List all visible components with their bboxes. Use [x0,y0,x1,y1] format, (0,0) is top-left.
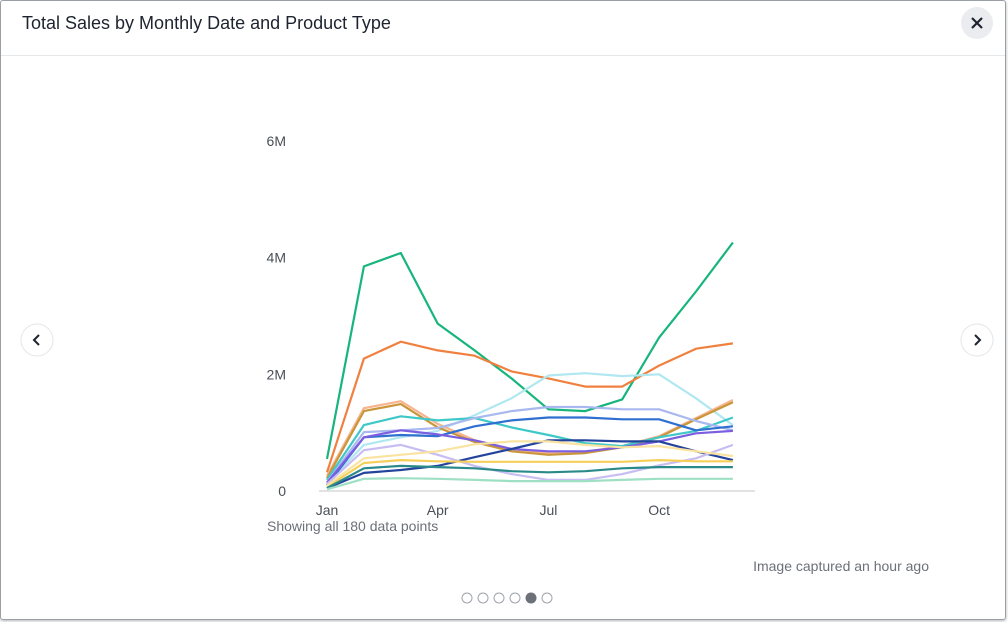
series-line [326,464,733,490]
chart-note: Showing all 180 data points [267,518,438,534]
x-tick-label: Jul [539,502,557,518]
series-line [326,429,733,484]
series-line [326,415,734,481]
y-tick-label: 4M [267,250,286,266]
dot[interactable] [461,592,473,604]
series-line [325,241,734,460]
dot-active[interactable] [525,592,537,604]
dot[interactable] [493,592,505,604]
series-line [326,443,734,485]
series-line [326,459,733,488]
series-line [326,477,733,491]
y-tick-label: 2M [267,366,286,382]
series-line [326,440,734,487]
previous-button[interactable] [20,323,54,357]
y-tick-label: 6M [267,133,286,149]
card-title: Total Sales by Monthly Date and Product … [22,13,391,33]
y-tick-label: 0 [278,483,286,499]
x-tick-label: Oct [648,502,670,518]
x-tick-label: Apr [427,502,449,518]
caption: Image captured an hour ago [753,558,929,574]
x-tick-label: Jan [316,502,339,518]
dot[interactable] [541,592,553,604]
dot[interactable] [509,592,521,604]
series-line [326,401,734,479]
series-line [326,416,734,486]
series-line [326,439,734,490]
series-line [325,340,734,473]
close-button[interactable] [961,7,993,39]
next-button[interactable] [960,323,994,357]
dot[interactable] [477,592,489,604]
series-line [326,372,734,485]
divider [1,55,1005,56]
carousel-dots [461,592,553,604]
